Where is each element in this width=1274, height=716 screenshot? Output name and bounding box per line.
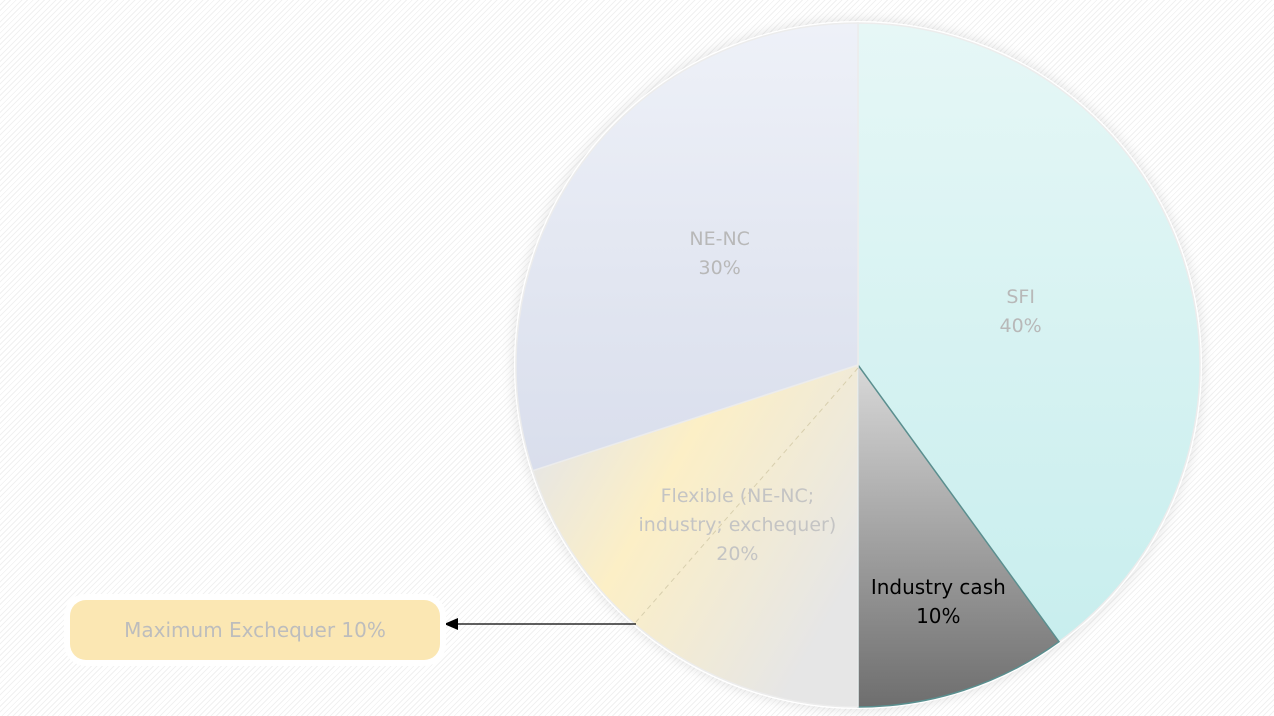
slice-value-label: 30% (698, 257, 741, 280)
slice-value-label: 20% (716, 543, 759, 565)
slice-value-label: 40% (999, 315, 1042, 338)
slice-label: Flexible (NE-NC; industry; exchequer) (638, 485, 837, 536)
slice-value-label: 10% (916, 604, 961, 629)
annotation: Maximum Exchequer 10% (70, 600, 440, 660)
arrow-head (444, 618, 458, 630)
slice-label: NE-NC (689, 228, 750, 251)
pie-slice (515, 22, 859, 472)
pie-slice (857, 22, 1201, 643)
dashed-guide (635, 367, 859, 623)
slice-label: SFI (1006, 286, 1035, 309)
pie-slice (531, 363, 859, 708)
slice-label: Industry cash (870, 575, 1006, 600)
pie-slice (857, 362, 1061, 708)
